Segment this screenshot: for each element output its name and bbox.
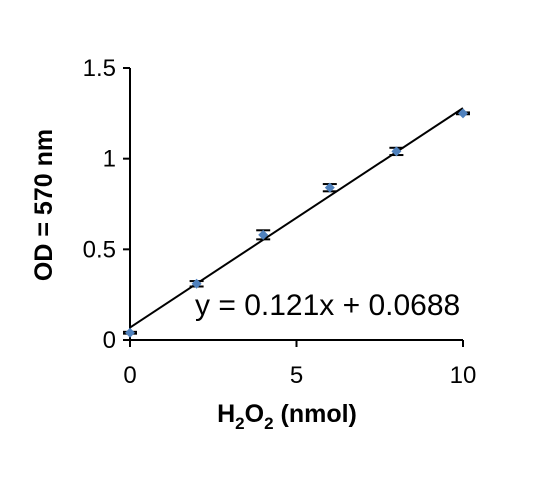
data-point — [458, 108, 468, 119]
x-title-part: (nmol) — [274, 400, 357, 428]
data-points — [125, 108, 468, 338]
data-point — [191, 278, 202, 289]
x-title-part: H — [217, 400, 235, 428]
data-point — [125, 327, 135, 338]
y-tick-label: 0 — [103, 327, 116, 354]
x-title-subscript: 2 — [264, 414, 273, 433]
trendline — [129, 107, 464, 329]
y-tick-label: 1 — [103, 146, 116, 173]
plot-area: 0 0.5 1 1.5 0 5 10 y = 0.121x + 0.0688 — [83, 55, 477, 389]
trendline-equation: y = 0.121x + 0.0688 — [195, 289, 460, 322]
x-axis-title: H2O2 (nmol) — [217, 400, 357, 433]
y-axis-ticks: 0 0.5 1 1.5 — [83, 55, 130, 354]
x-title-subscript: 2 — [235, 414, 244, 433]
data-point — [258, 229, 269, 240]
x-tick-label: 5 — [290, 362, 303, 389]
y-tick-label: 0.5 — [83, 236, 116, 263]
data-point — [324, 182, 335, 193]
x-tick-label: 10 — [450, 362, 477, 389]
y-axis-title: OD = 570 nm — [30, 129, 58, 281]
y-tick-label: 1.5 — [83, 55, 116, 82]
x-axis-ticks: 0 5 10 — [123, 340, 476, 389]
data-point — [391, 146, 402, 157]
x-title-part: O — [245, 400, 264, 428]
x-tick-label: 0 — [123, 362, 136, 389]
